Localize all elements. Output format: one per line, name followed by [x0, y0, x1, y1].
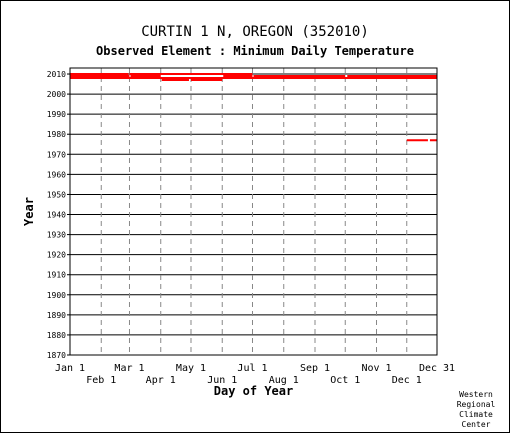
x-tick-label: May 1: [176, 363, 206, 374]
y-tick-label: 1940: [47, 211, 66, 220]
y-tick-label: 1980: [47, 130, 66, 139]
y-tick-label: 1880: [47, 331, 66, 340]
y-tick-label: 1920: [47, 251, 66, 260]
x-tick-label: Dec 1: [392, 375, 422, 386]
y-tick-label: 1930: [47, 231, 66, 240]
y-tick-label: 1890: [47, 311, 66, 320]
y-tick-label: 1990: [47, 110, 66, 119]
credit-line: Regional: [456, 400, 496, 409]
x-tick-label: Mar 1: [114, 363, 144, 374]
y-tick-label: 1950: [47, 190, 66, 199]
y-tick-label: 2010: [47, 70, 66, 79]
chart-title: CURTIN 1 N, OREGON (352010): [141, 24, 369, 40]
plot-area: [70, 68, 437, 355]
x-tick-label: Feb 1: [86, 375, 116, 386]
x-tick-label: Aug 1: [269, 375, 299, 386]
credit-line: Western: [459, 390, 493, 399]
y-tick-label: 1970: [47, 150, 66, 159]
x-axis-label: Day of Year: [214, 384, 293, 398]
x-tick-label: Jan 1: [55, 363, 85, 374]
x-tick-label: Nov 1: [361, 363, 391, 374]
x-tick-label: Jun 1: [207, 375, 237, 386]
x-tick-label: Jul 1: [237, 363, 267, 374]
chart-subtitle: Observed Element : Minimum Daily Tempera…: [96, 44, 414, 58]
y-tick-label: 1900: [47, 291, 66, 300]
y-axis-label: Year: [22, 197, 36, 226]
y-tick-label: 1870: [47, 351, 66, 360]
y-tick-label: 1910: [47, 271, 66, 280]
credit-line: Climate: [459, 410, 493, 419]
x-tick-label: Dec 31: [419, 363, 455, 374]
x-tick-label: Apr 1: [146, 375, 176, 386]
credit-line: Center: [461, 420, 491, 429]
x-tick-label: Oct 1: [330, 375, 360, 386]
y-tick-label: 1960: [47, 170, 66, 179]
y-tick-label: 2000: [47, 90, 66, 99]
plot-border: [69, 67, 438, 356]
x-tick-label: Sep 1: [300, 363, 330, 374]
